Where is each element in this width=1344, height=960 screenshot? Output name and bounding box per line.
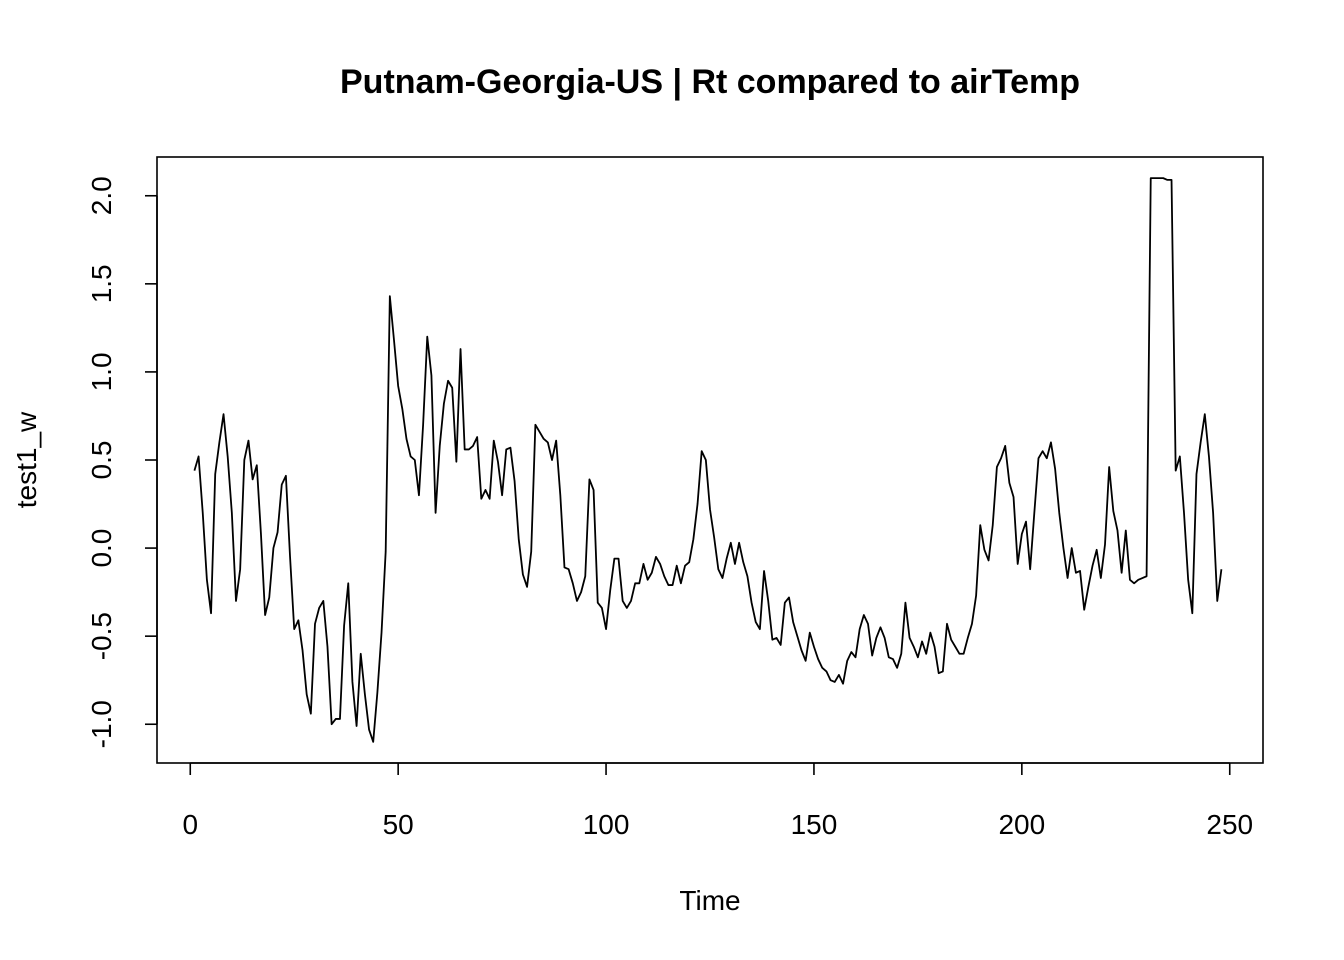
x-tick-label: 150 <box>791 809 838 840</box>
y-tick-label: 0.5 <box>86 441 117 480</box>
y-tick-label: 0.0 <box>86 529 117 568</box>
chart-title: Putnam-Georgia-US | Rt compared to airTe… <box>340 63 1080 101</box>
x-tick-label: 50 <box>383 809 414 840</box>
y-tick-label: -1.0 <box>86 700 117 748</box>
y-tick-label: 1.0 <box>86 352 117 391</box>
y-axis: -1.0 -0.5 0.0 0.5 1.0 1.5 2.0 <box>86 176 158 748</box>
y-tick-label: 1.5 <box>86 264 117 303</box>
x-tick-label: 250 <box>1206 809 1253 840</box>
series-line <box>193 177 1223 743</box>
x-axis: 0 50 100 150 200 250 <box>182 762 1253 840</box>
y-tick-label: 2.0 <box>86 176 117 215</box>
x-tick-label: 200 <box>998 809 1045 840</box>
x-tick-label: 100 <box>583 809 630 840</box>
plot-frame <box>156 156 1264 764</box>
x-axis-title: Time <box>679 885 740 916</box>
y-axis-title: test1_w <box>11 411 42 508</box>
x-tick-label: 0 <box>182 809 198 840</box>
y-tick-label: -0.5 <box>86 612 117 660</box>
